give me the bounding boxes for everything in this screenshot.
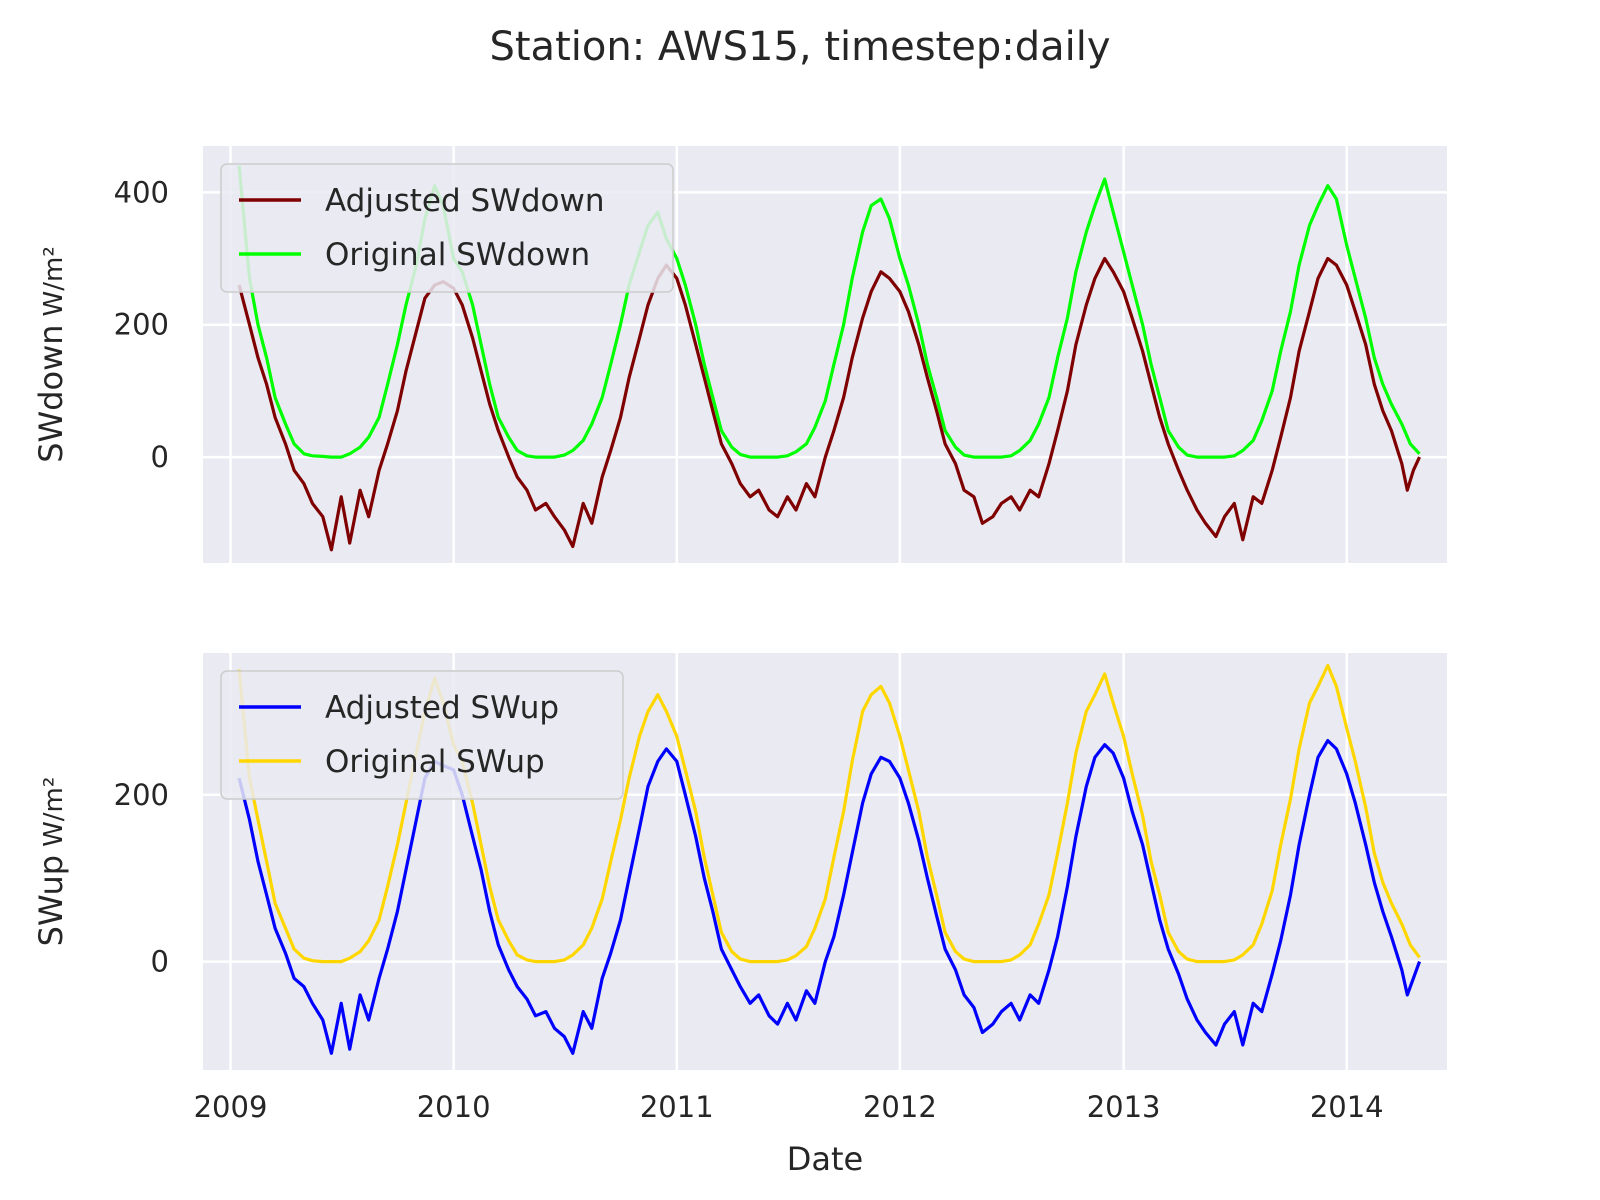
swup-panel: 2009 2010 2011 2012 2013 2014 0 200 SWup W/m² Da… xyxy=(32,653,1447,1178)
swdown-tick-labels: 0 200 400 xyxy=(114,175,169,474)
x-axis-label: Date xyxy=(787,1140,863,1178)
x-tick-label-2009: 2009 xyxy=(194,1090,268,1124)
original-swdown-legend-label: Original SWdown xyxy=(325,237,590,273)
swup-y-tick-label-0: 0 xyxy=(151,945,169,979)
adjusted-swdown-legend-label: Adjusted SWdown xyxy=(325,183,604,219)
adjusted-swup-legend-label: Adjusted SWup xyxy=(325,690,559,726)
x-tick-label-2014: 2014 xyxy=(1310,1090,1384,1124)
swdown-y-axis-label: SWdown W/m² xyxy=(32,246,70,463)
swup-y-tick-label-200: 200 xyxy=(114,778,169,812)
swup-y-axis-label: SWup W/m² xyxy=(32,777,70,947)
figure-title: Station: AWS15, timestep:daily xyxy=(489,24,1110,70)
swdown-legend-box xyxy=(220,163,674,293)
swdown-y-tick-label-0: 0 xyxy=(151,440,169,474)
swup-y-axis-unit: W/m² xyxy=(39,777,69,847)
swdown-legend: Adjusted SWdown Original SWdown xyxy=(220,163,674,293)
original-swup-legend-label: Original SWup xyxy=(325,744,545,780)
swup-legend: Adjusted SWup Original SWup xyxy=(220,670,624,800)
swdown-y-axis-unit: W/m² xyxy=(39,246,69,316)
swdown-y-axis-label-text: SWdown xyxy=(32,324,70,462)
x-tick-label-2013: 2013 xyxy=(1087,1090,1161,1124)
swdown-y-tick-label-200: 200 xyxy=(114,308,169,342)
x-tick-label-2011: 2011 xyxy=(640,1090,714,1124)
swup-legend-box xyxy=(220,670,624,800)
swup-y-axis-label-text: SWup xyxy=(32,855,70,946)
swdown-panel: 0 200 400 SWdown W/m² Adjusted SWdown Origin… xyxy=(32,146,1447,563)
x-tick-label-2010: 2010 xyxy=(417,1090,491,1124)
x-tick-label-2012: 2012 xyxy=(863,1090,937,1124)
swup-tick-labels: 2009 2010 2011 2012 2013 2014 0 200 xyxy=(114,778,1384,1124)
swdown-y-tick-label-400: 400 xyxy=(114,175,169,209)
